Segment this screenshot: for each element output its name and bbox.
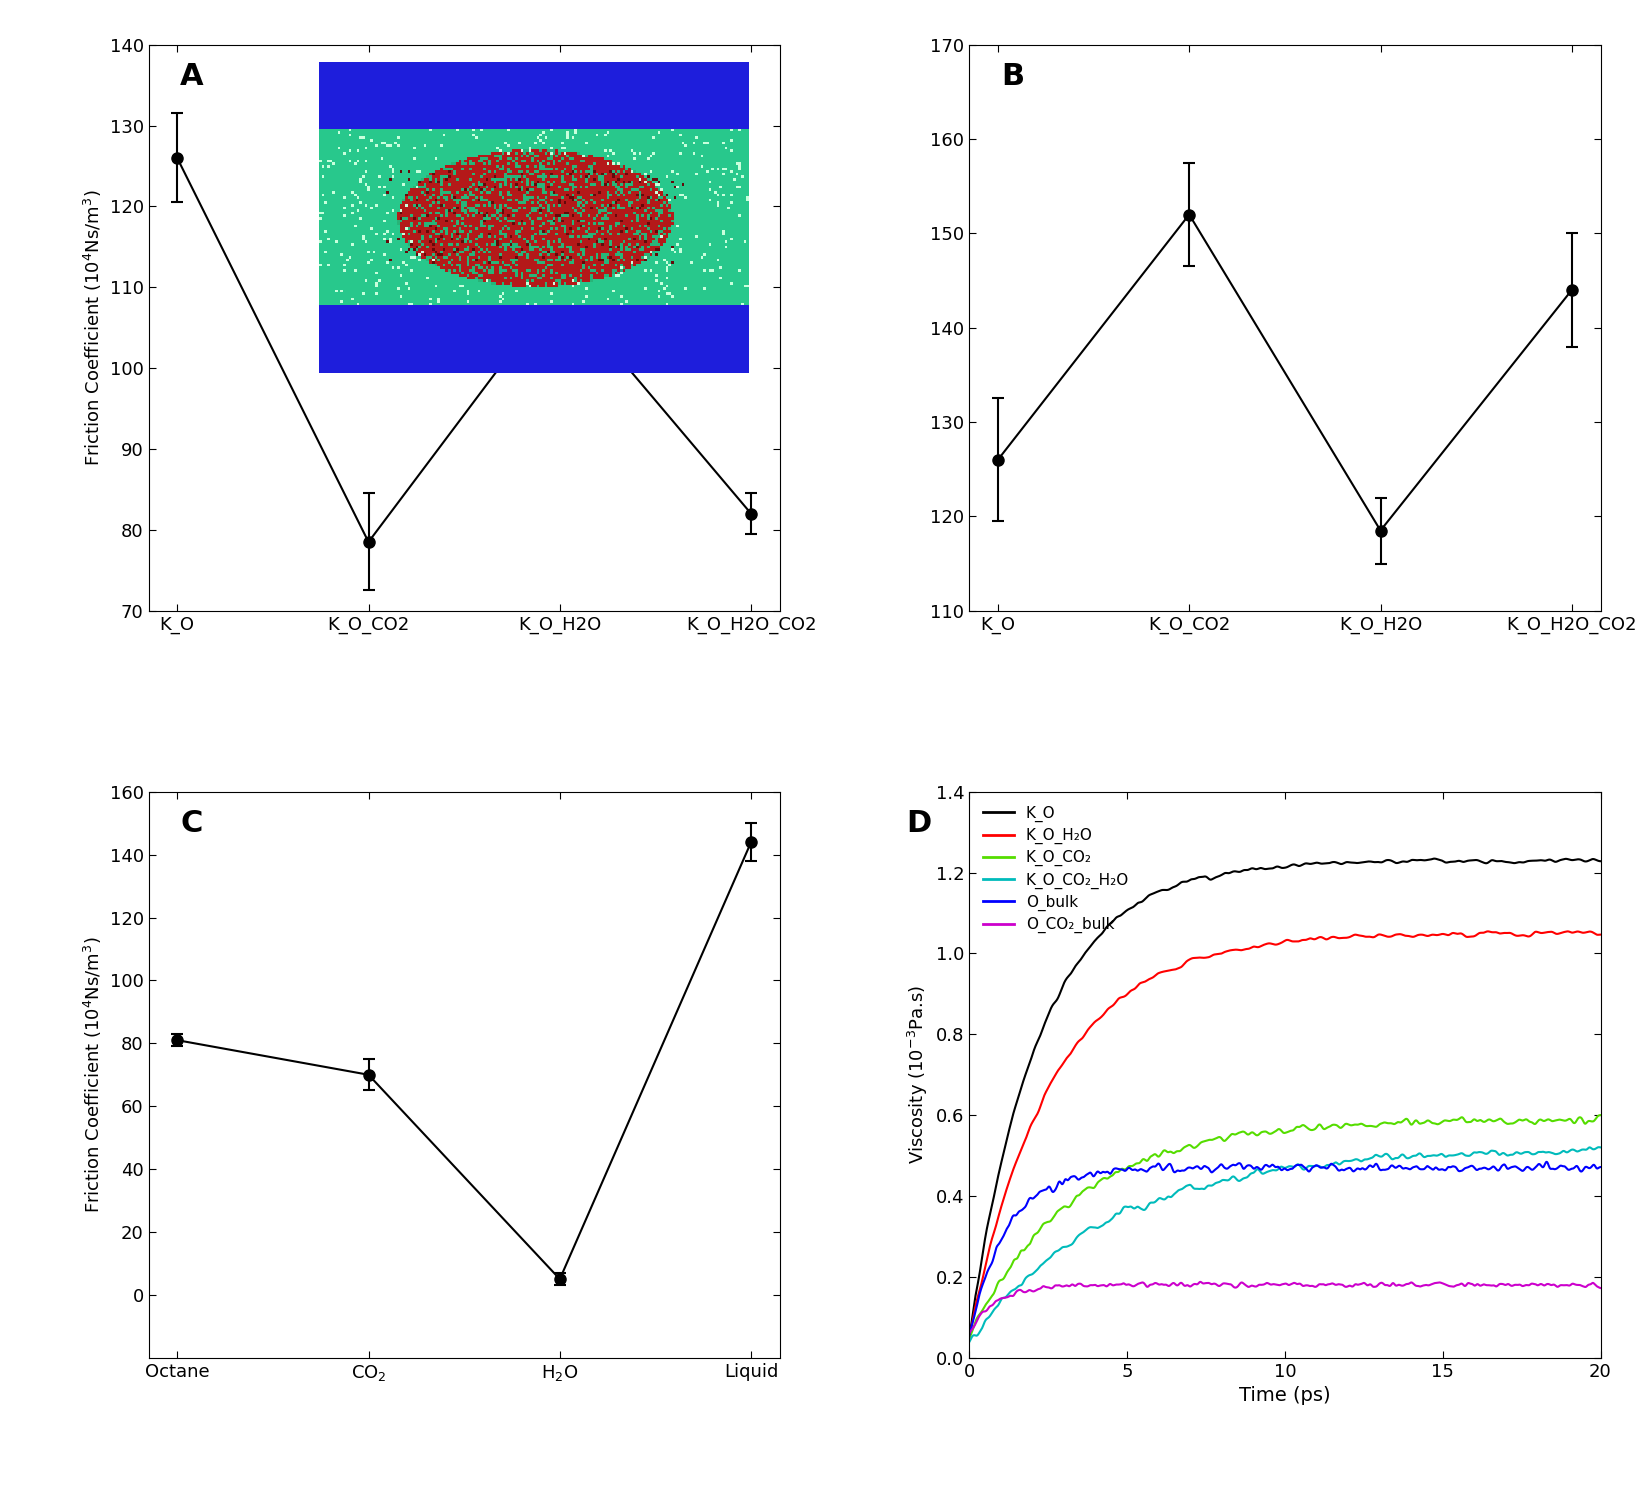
K_O [1572, 852, 1592, 870]
K_O_H₂O [959, 1329, 978, 1347]
O_CO₂_bulk [992, 1289, 1011, 1307]
O_CO₂_bulk [1267, 1276, 1287, 1294]
K_O_H₂O [1572, 924, 1592, 941]
Text: C: C [180, 809, 203, 839]
O_bulk [959, 1326, 978, 1344]
Line: K_O_CO₂_H₂O: K_O_CO₂_H₂O [969, 1147, 1600, 1343]
Text: D: D [906, 809, 931, 839]
K_O [1457, 852, 1477, 870]
O_bulk [1572, 1162, 1592, 1180]
K_O_CO₂ [1572, 1110, 1592, 1128]
K_O_H₂O [1591, 925, 1610, 943]
K_O_CO₂_H₂O [1589, 1138, 1609, 1156]
Line: O_CO₂_bulk: O_CO₂_bulk [969, 1282, 1600, 1334]
K_O_CO₂ [992, 1271, 1011, 1289]
X-axis label: Time (ps): Time (ps) [1239, 1386, 1330, 1405]
K_O [1266, 858, 1285, 876]
O_CO₂_bulk [1190, 1273, 1209, 1291]
Text: A: A [180, 61, 203, 91]
Y-axis label: Viscosity (10$^{-3}$Pa.s): Viscosity (10$^{-3}$Pa.s) [906, 985, 931, 1164]
K_O_CO₂ [1249, 1125, 1269, 1143]
K_O [1591, 852, 1610, 870]
K_O_CO₂_H₂O [1457, 1147, 1477, 1165]
Line: K_O: K_O [969, 858, 1600, 1338]
O_bulk [1536, 1153, 1556, 1171]
K_O_CO₂_H₂O [1591, 1138, 1610, 1156]
K_O [1424, 849, 1444, 867]
K_O_CO₂_H₂O [1572, 1140, 1592, 1158]
K_O_CO₂_H₂O [959, 1334, 978, 1352]
O_bulk [992, 1231, 1011, 1249]
K_O_CO₂_H₂O [1572, 1141, 1592, 1159]
Y-axis label: Friction Coefficient (10$^4$Ns/m$^3$): Friction Coefficient (10$^4$Ns/m$^3$) [82, 189, 104, 466]
K_O_H₂O [1266, 935, 1285, 953]
K_O_CO₂ [1591, 1106, 1610, 1123]
K_O_H₂O [1558, 922, 1577, 940]
Text: B: B [1002, 61, 1025, 91]
O_bulk [1266, 1158, 1285, 1176]
K_O_H₂O [1249, 938, 1269, 956]
O_CO₂_bulk [1249, 1276, 1269, 1294]
K_O [1572, 852, 1592, 870]
Line: O_bulk: O_bulk [969, 1162, 1600, 1335]
O_CO₂_bulk [959, 1325, 978, 1343]
K_O_CO₂_H₂O [992, 1291, 1011, 1308]
Line: K_O_H₂O: K_O_H₂O [969, 931, 1600, 1338]
O_bulk [1249, 1159, 1269, 1177]
Legend: K_O, K_O_H₂O, K_O_CO₂, K_O_CO₂_H₂O, O_bulk, O_CO₂_bulk: K_O, K_O_H₂O, K_O_CO₂, K_O_CO₂_H₂O, O_bu… [977, 800, 1135, 940]
O_CO₂_bulk [1572, 1277, 1592, 1295]
K_O_CO₂ [959, 1329, 978, 1347]
O_CO₂_bulk [1591, 1279, 1610, 1297]
O_bulk [1457, 1159, 1477, 1177]
K_O_CO₂ [1572, 1110, 1592, 1128]
K_O_CO₂_H₂O [1249, 1162, 1269, 1180]
O_CO₂_bulk [1457, 1276, 1477, 1294]
K_O_CO₂ [1266, 1122, 1285, 1140]
K_O [992, 1153, 1011, 1171]
O_bulk [1572, 1162, 1592, 1180]
K_O [959, 1329, 978, 1347]
K_O_CO₂_H₂O [1266, 1161, 1285, 1179]
O_CO₂_bulk [1572, 1277, 1592, 1295]
Line: K_O_CO₂: K_O_CO₂ [969, 1115, 1600, 1338]
K_O_H₂O [1572, 924, 1592, 941]
K_O_H₂O [992, 1197, 1011, 1214]
K_O_H₂O [1457, 928, 1477, 946]
K_O [1249, 859, 1269, 877]
O_bulk [1591, 1158, 1610, 1176]
Y-axis label: Friction Coefficient (10$^4$Ns/m$^3$): Friction Coefficient (10$^4$Ns/m$^3$) [82, 937, 104, 1213]
K_O_CO₂ [1457, 1113, 1477, 1131]
